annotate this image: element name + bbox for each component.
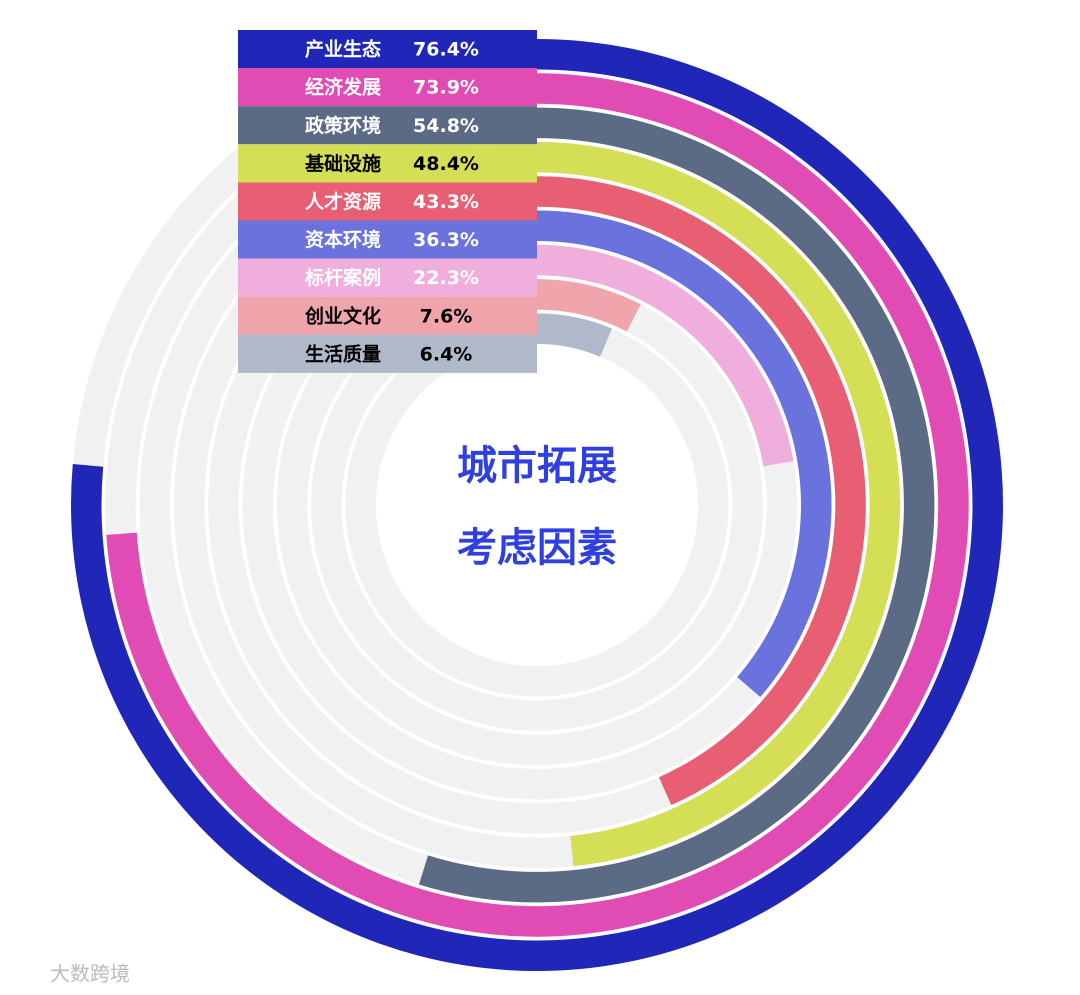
legend: 产业生态 76.4% 经济发展 73.9% 政策环境 54.8% 基础设施 48.4% 人才资源…	[238, 30, 537, 373]
legend-label: 资本环境	[305, 228, 381, 251]
legend-label: 经济发展	[305, 76, 381, 99]
legend-value: 76.4%	[413, 39, 479, 61]
legend-value: 48.4%	[413, 153, 479, 175]
legend-label: 生活质量	[305, 342, 381, 365]
legend-label: 人才资源	[305, 190, 381, 213]
legend-value: 6.4%	[420, 343, 473, 365]
legend-label: 创业文化	[304, 304, 381, 327]
chart-title: 城市拓展	[457, 443, 617, 489]
watermark: 大数跨境	[50, 962, 130, 986]
legend-label: 政策环境	[305, 114, 381, 137]
legend-value: 22.3%	[413, 267, 479, 289]
legend-row	[238, 106, 537, 145]
ring-bar	[537, 244, 794, 467]
legend-value: 54.8%	[413, 115, 479, 137]
legend-row	[238, 144, 537, 183]
legend-row	[238, 30, 537, 69]
ring-bar	[537, 210, 832, 697]
ring-bar	[537, 279, 641, 332]
legend-value: 43.3%	[413, 191, 479, 213]
chart-subtitle: 考虑因素	[457, 525, 617, 571]
legend-row	[238, 182, 537, 221]
legend-value: 7.6%	[420, 305, 473, 327]
legend-label: 标杆案例	[305, 266, 381, 289]
legend-value: 36.3%	[413, 229, 479, 251]
legend-row	[238, 334, 537, 373]
ring-bar	[537, 313, 612, 357]
legend-row	[238, 68, 537, 107]
legend-value: 73.9%	[413, 77, 479, 99]
ring-track	[345, 313, 729, 697]
legend-label: 产业生态	[305, 38, 381, 61]
legend-row	[238, 220, 537, 259]
legend-row	[238, 296, 537, 335]
legend-row	[238, 258, 537, 297]
ring-bar	[537, 176, 866, 806]
legend-label: 基础设施	[304, 152, 381, 175]
